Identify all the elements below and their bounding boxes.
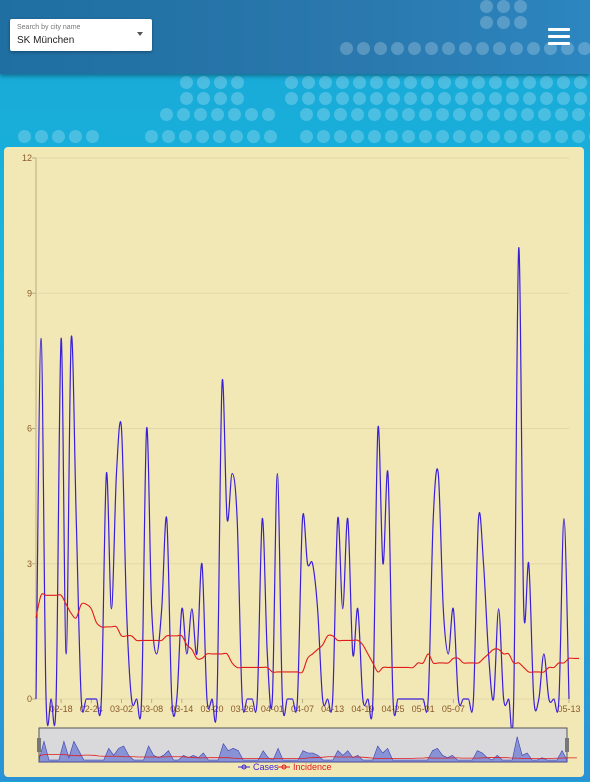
- city-search-value: SK München: [17, 35, 75, 46]
- x-tick-label: 02-18: [50, 704, 73, 714]
- x-tick-label: 04-25: [381, 704, 404, 714]
- x-tick-label: 05-13: [557, 704, 580, 714]
- y-tick-label: 3: [27, 559, 32, 569]
- chart-panel: 0 3 6 9 12 02-18 02-24 03-02 03-08 03-14 03-20 03-2…: [4, 147, 584, 777]
- x-tick-label: 04-07: [291, 704, 314, 714]
- y-tick-label: 12: [22, 153, 32, 163]
- overview-incidence-line: [38, 754, 577, 760]
- overview-cases-area: [38, 736, 568, 763]
- background-dot-pattern: [0, 0, 590, 150]
- x-tick-label: 02-24: [80, 704, 103, 714]
- y-tick-label: 0: [27, 694, 32, 704]
- legend-incidence-label: Incidence: [293, 762, 332, 772]
- x-tick-label: 04-19: [351, 704, 374, 714]
- x-tick-label: 04-01: [261, 704, 284, 714]
- legend-incidence-dot: [281, 764, 287, 770]
- brush-right-handle: [565, 738, 569, 752]
- hamburger-menu-icon[interactable]: [546, 26, 572, 46]
- brush-left-handle: [37, 738, 41, 752]
- cases-series-line: [35, 247, 570, 733]
- x-tick-label: 05-01: [412, 704, 435, 714]
- chart-svg: 0 3 6 9 12 02-18 02-24 03-02 03-08 03-14 03-20 03-2…: [22, 153, 581, 772]
- x-tick-label: 03-02: [110, 704, 133, 714]
- city-search-label: Search by city name: [17, 24, 81, 31]
- city-search-select[interactable]: Search by city name SK München: [10, 19, 152, 51]
- x-tick-label: 03-14: [170, 704, 193, 714]
- x-tick-label: 03-08: [140, 704, 163, 714]
- x-tick-label: 05-07: [442, 704, 465, 714]
- y-tick-label: 6: [27, 424, 32, 434]
- x-tick-label: 03-20: [200, 704, 223, 714]
- x-tick-label: 03-26: [231, 704, 254, 714]
- legend-cases-label: Cases: [253, 762, 279, 772]
- x-tick-label: 04-13: [321, 704, 344, 714]
- incidence-series-line: [35, 593, 580, 674]
- dropdown-arrow-icon[interactable]: [137, 32, 143, 36]
- legend-cases-dot: [241, 764, 247, 770]
- y-tick-label: 9: [27, 288, 32, 298]
